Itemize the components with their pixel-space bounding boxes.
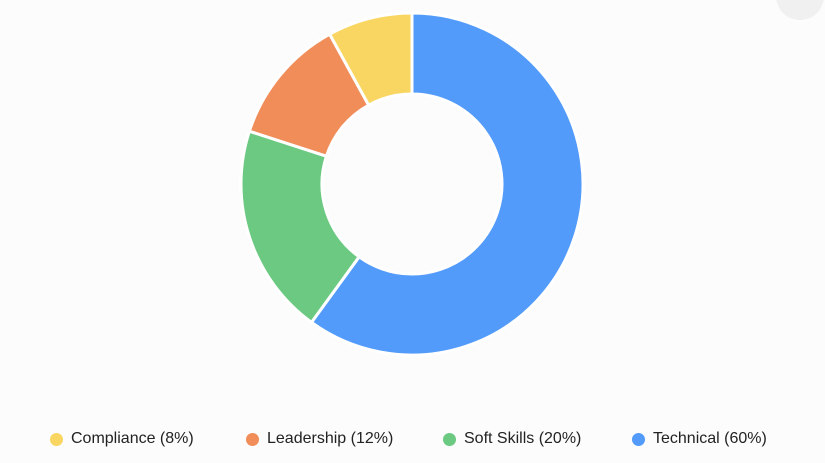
donut-chart — [239, 11, 585, 357]
legend-swatch — [246, 432, 259, 446]
chart-legend: Compliance (8%) Leadership (12%) Soft Sk… — [0, 426, 825, 452]
legend-swatch — [443, 432, 456, 446]
legend-swatch — [632, 432, 645, 446]
donut-slice-technical[interactable] — [309, 11, 585, 357]
legend-swatch — [50, 432, 63, 446]
legend-item-soft-skills[interactable]: Soft Skills (20%) — [443, 426, 581, 452]
legend-label: Compliance (8%) — [71, 430, 194, 447]
donut-slice-soft-skills[interactable] — [239, 129, 362, 325]
legend-item-leadership[interactable]: Leadership (12%) — [246, 426, 393, 452]
legend-label: Soft Skills (20%) — [464, 430, 582, 447]
donut-slice-compliance[interactable] — [327, 11, 414, 108]
legend-label: Technical (60%) — [653, 430, 767, 447]
legend-label: Leadership (12%) — [267, 430, 394, 447]
legend-item-technical[interactable]: Technical (60%) — [632, 426, 767, 452]
corner-button[interactable] — [776, 0, 824, 20]
legend-item-compliance[interactable]: Compliance (8%) — [50, 426, 194, 452]
